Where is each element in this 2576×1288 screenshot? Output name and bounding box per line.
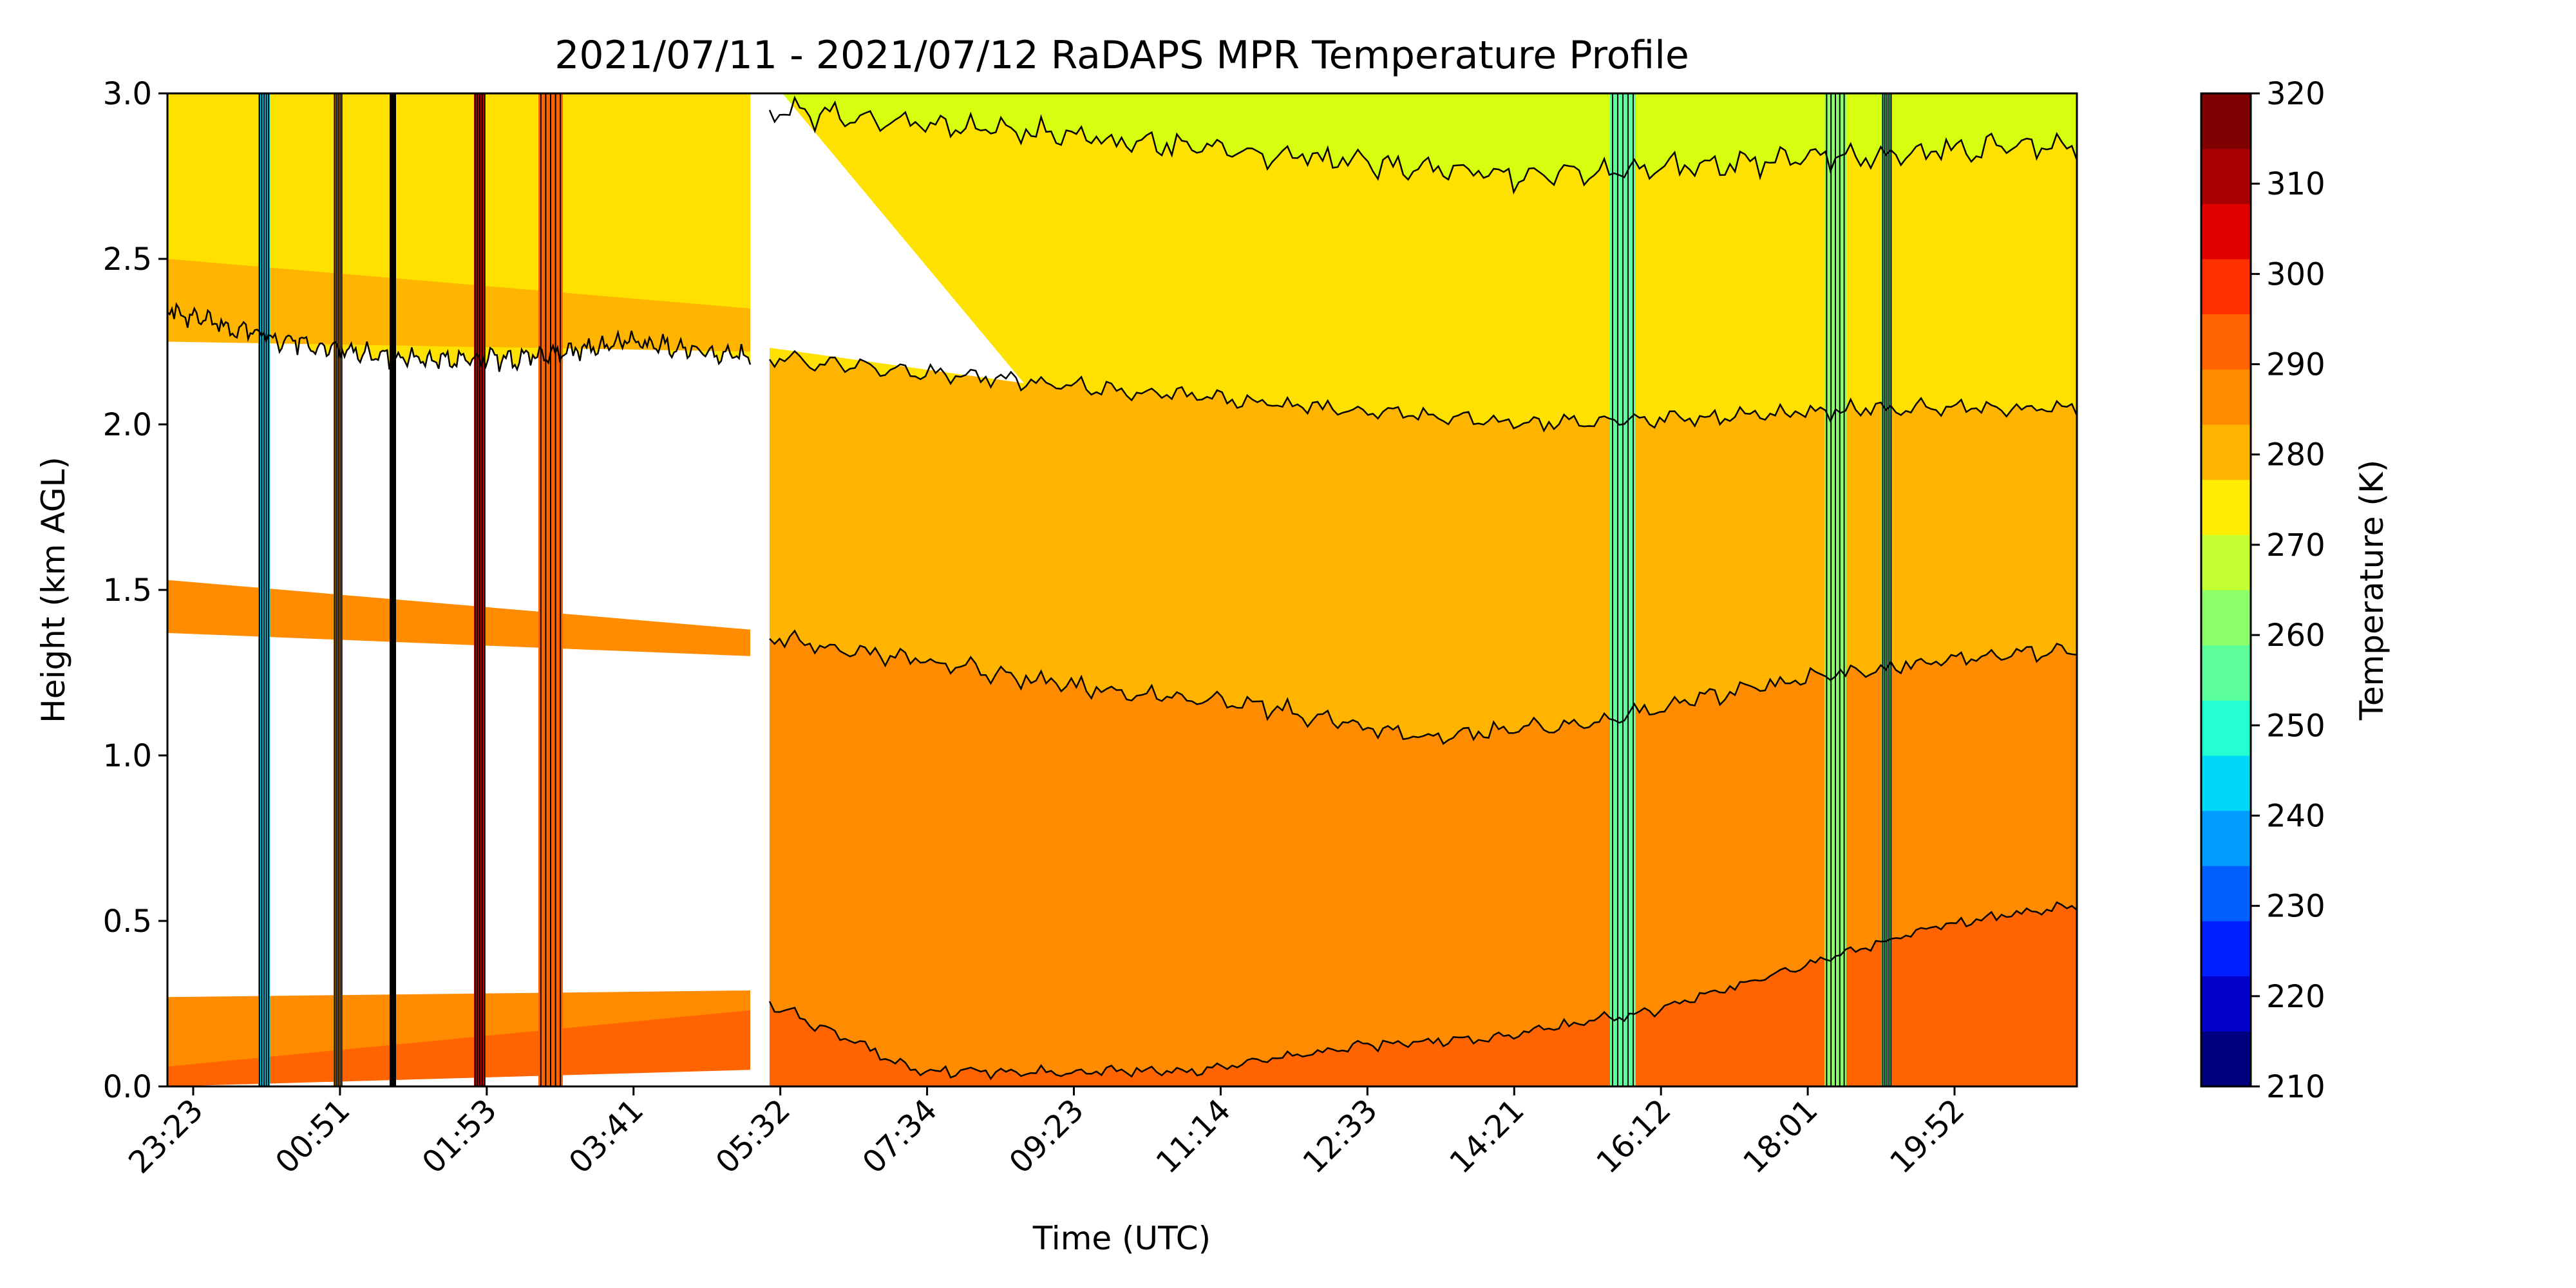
left-upper-orange <box>167 259 750 352</box>
missing-data-wedge <box>770 93 1024 383</box>
colorbar-segment <box>2201 93 2251 149</box>
y-axis-label: Height (km AGL) <box>35 457 72 723</box>
colorbar-segment <box>2201 204 2251 260</box>
x-axis-label: Time (UTC) <box>1032 1220 1211 1257</box>
colorbar-segment <box>2201 535 2251 591</box>
chart-title: 2021/07/11 - 2021/07/12 RaDAPS MPR Tempe… <box>554 33 1689 78</box>
colorbar-tick-label: 270 <box>2266 527 2325 564</box>
colorbar-tick-label: 210 <box>2266 1069 2325 1105</box>
left-surface-band <box>167 1010 750 1086</box>
colorbar-segment <box>2201 314 2251 370</box>
colorbar-tick-label: 250 <box>2266 708 2325 744</box>
x-tick-label: 12:33 <box>1296 1092 1384 1180</box>
colorbar-segment <box>2201 369 2251 425</box>
colorbar-tick-label: 320 <box>2266 76 2325 112</box>
colorbar-ticks: 210 220 230 240 250 260 270 280 290 300 310 320 <box>2251 76 2325 1105</box>
colorbar-tick-label: 310 <box>2266 166 2325 202</box>
colorbar-tick-label: 240 <box>2266 798 2325 834</box>
colorbar-tick-label: 290 <box>2266 347 2325 383</box>
x-tick-label: 01:53 <box>415 1092 504 1180</box>
x-tick-label: 16:12 <box>1589 1092 1678 1180</box>
contour-middle <box>768 350 2077 433</box>
colorbar-tick-label: 300 <box>2266 256 2325 292</box>
colorbar-segment <box>2201 259 2251 315</box>
colorbar-segment <box>2201 590 2251 646</box>
x-tick-label: 11:14 <box>1149 1092 1237 1180</box>
colorbar-tick-label: 280 <box>2266 437 2325 473</box>
colorbar-segment <box>2201 810 2251 866</box>
band-surface <box>770 902 2077 1086</box>
colorbar-segment <box>2201 976 2251 1032</box>
y-tick-label: 2.5 <box>103 242 152 278</box>
y-tick-label: 2.0 <box>103 407 152 443</box>
colorbar-tick-label: 230 <box>2266 889 2325 925</box>
colorbar-segment <box>2201 148 2251 204</box>
colorbar-segment <box>2201 424 2251 480</box>
x-tick-label: 05:32 <box>709 1092 797 1180</box>
colorbar-segment <box>2201 645 2251 701</box>
colorbar-label: Temperature (K) <box>2353 460 2391 721</box>
x-tick-label: 23:23 <box>122 1092 210 1180</box>
colorbar-segment <box>2201 755 2251 811</box>
contour-surface <box>768 901 2077 1081</box>
x-tick-label: 19:52 <box>1883 1092 1971 1180</box>
y-tick-label: 3.0 <box>103 76 152 112</box>
x-tick-label: 14:21 <box>1443 1092 1531 1180</box>
colorbar-segment <box>2201 479 2251 535</box>
x-tick-label: 03:41 <box>562 1092 650 1180</box>
x-tick-label: 18:01 <box>1736 1092 1824 1180</box>
plot-area <box>167 93 2077 1086</box>
colorbar-segment <box>2201 1031 2251 1087</box>
colorbar-frame <box>2200 92 2252 1088</box>
x-tick-label: 00:51 <box>269 1092 357 1180</box>
y-axis: 0.0 0.5 1.0 1.5 2.0 2.5 3.0 <box>103 76 167 1105</box>
colorbar-segment <box>2201 700 2251 756</box>
x-axis: 23:23 00:51 01:53 03:41 05:32 07:34 09:23 11:14… <box>122 1086 1971 1180</box>
y-tick-label: 1.5 <box>103 573 152 609</box>
plot-overlay <box>167 93 2077 1086</box>
y-tick-label: 0.5 <box>103 904 152 940</box>
contour-upper <box>768 95 2077 194</box>
y-tick-label: 1.0 <box>103 738 152 774</box>
colorbar-segment <box>2201 921 2251 977</box>
y-tick-label: 0.0 <box>103 1069 152 1105</box>
colorbar-segment <box>2201 866 2251 922</box>
left-low-band <box>167 990 750 1070</box>
contour-lower <box>769 629 2077 745</box>
band-lower <box>770 630 2077 1086</box>
colorbar-tick-label: 260 <box>2266 618 2325 654</box>
left-mid-band <box>167 580 750 656</box>
x-tick-label: 09:23 <box>1003 1092 1091 1180</box>
colorbar-tick-label: 220 <box>2266 979 2325 1015</box>
colorbar <box>2201 93 2251 1087</box>
x-tick-label: 07:34 <box>856 1092 944 1180</box>
